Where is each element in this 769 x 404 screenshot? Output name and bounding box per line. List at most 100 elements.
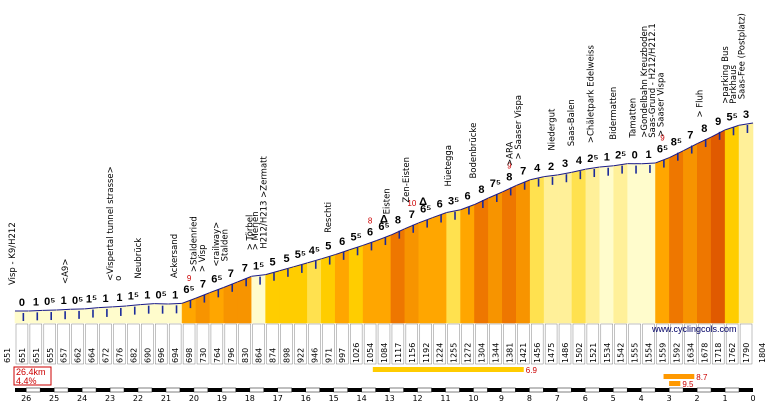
place-label: Hüetegga xyxy=(444,145,454,187)
profile-outline xyxy=(530,176,545,181)
baseline-cell xyxy=(489,323,502,365)
baseline-cell xyxy=(349,323,363,365)
place-label: >ARA xyxy=(506,141,516,165)
baseline-cell xyxy=(294,323,307,365)
altitude-label: 764 xyxy=(213,348,222,363)
profile-outline xyxy=(683,143,698,152)
altitude-label: 682 xyxy=(129,348,138,363)
altitude-label: 651 xyxy=(18,348,27,363)
place-label: Saas-Grund - H212/H212.1 xyxy=(648,23,658,138)
profile-outline xyxy=(140,303,155,306)
altitude-label: 1502 xyxy=(575,343,584,363)
altitude-labels: 651 651 655 657 662 664 672 676 682 690 696 694 698 7… xyxy=(3,343,767,363)
altitude-label: 694 xyxy=(171,348,180,363)
gradient-label: 1⁵ xyxy=(86,294,97,306)
baseline-cell xyxy=(391,323,405,365)
altitude-label: 1678 xyxy=(700,343,709,363)
km-tick-label: 23 xyxy=(105,394,115,403)
baseline-cell xyxy=(29,323,43,365)
profile-outline xyxy=(293,262,308,268)
place-label: > Saaser Vispa xyxy=(514,95,524,160)
steep-bar xyxy=(372,367,524,372)
altitude-label: 1224 xyxy=(436,343,445,363)
gradient-label: 1 xyxy=(646,149,652,161)
axis-stripe xyxy=(612,387,628,393)
altitude-label: 997 xyxy=(338,348,347,363)
altitude-label: 1790 xyxy=(742,343,751,363)
profile-outline xyxy=(28,309,43,312)
profile-segment xyxy=(697,136,712,324)
profile-segment xyxy=(28,310,44,324)
gradient-label: 1⁵ xyxy=(128,291,139,303)
altitude-label: 1554 xyxy=(645,343,654,363)
profile-segment xyxy=(376,234,392,324)
gradient-label: 6⁵ xyxy=(378,221,389,233)
profile-segment xyxy=(98,306,113,324)
gradient-max-label: 9 xyxy=(507,161,512,170)
profile-segment xyxy=(613,163,628,324)
axis-stripe xyxy=(81,387,97,393)
gradient-label: 1 xyxy=(116,292,122,304)
pass-markers: ΔΔ xyxy=(380,196,427,226)
baseline-cell xyxy=(71,323,84,365)
axis-stripe xyxy=(193,387,209,393)
profile-segment xyxy=(167,303,183,324)
km-tick-label: 0 xyxy=(750,394,755,403)
gradient-label: 6 xyxy=(339,236,345,248)
altitude-label: 1156 xyxy=(408,343,417,363)
profile-outline xyxy=(126,304,141,307)
gradient-label: 0 xyxy=(632,150,638,162)
baseline-cell xyxy=(127,323,140,365)
axis-stripe xyxy=(53,387,69,393)
gradient-label: 1⁵ xyxy=(253,261,264,273)
baseline-cell xyxy=(322,323,335,365)
profile-outline xyxy=(349,244,364,251)
place-label: Bidermatten xyxy=(609,87,619,140)
altitude-label: 676 xyxy=(115,348,124,363)
profile-segment xyxy=(223,281,239,324)
altitude-label: 1456 xyxy=(533,343,542,363)
place-labels: Visp - K9/H212 <A9> <Vispertal tunnel stra… xyxy=(8,13,748,285)
baseline-cell xyxy=(642,323,655,365)
baseline-cell xyxy=(558,323,572,365)
profile-segment xyxy=(348,244,364,324)
km-tick-label: 8 xyxy=(527,394,532,403)
profile-outline xyxy=(655,157,670,164)
profile-outline xyxy=(181,297,197,304)
profile-segment xyxy=(293,262,308,324)
pass-marker: Δ xyxy=(380,213,388,225)
place-label: > Törbel xyxy=(246,215,256,251)
altitude-label: 1255 xyxy=(450,343,459,363)
axis-stripe xyxy=(557,387,572,393)
steep-bar-label: 8.7 xyxy=(696,373,708,382)
gradient-label: 6⁵ xyxy=(183,284,194,296)
gradient-label: 6 xyxy=(464,191,470,203)
gradient-label: 7 xyxy=(409,209,415,221)
altitude-label: 1054 xyxy=(366,343,375,363)
altitude-label: 1084 xyxy=(380,343,389,363)
altitude-label: 655 xyxy=(46,348,55,363)
gradient-label: 3 xyxy=(562,158,568,170)
profile-segment xyxy=(279,266,294,324)
gradient-label: 8 xyxy=(506,171,512,183)
km-tick-label: 25 xyxy=(49,394,59,403)
profile-segment xyxy=(209,286,225,324)
profile-outline xyxy=(599,165,614,168)
profile-segment xyxy=(390,228,406,324)
baseline-cell xyxy=(196,323,210,365)
baseline-cell xyxy=(503,323,516,365)
profile-outline xyxy=(516,179,531,186)
site-credit: www.cyclingcols.com xyxy=(651,324,737,334)
km-tick-label: 14 xyxy=(357,394,367,403)
profile-segment xyxy=(112,305,127,324)
axis-stripe xyxy=(277,387,293,393)
profile-outline xyxy=(390,228,406,236)
gradient-label: 5⁵ xyxy=(726,111,737,123)
altitude-label: 830 xyxy=(241,348,250,363)
profile-outline xyxy=(223,281,238,288)
km-tick-label: 13 xyxy=(384,394,394,403)
km-axis: 26 25 24 23 22 21 20 19 18 17 16 15 14 13 12 11 10 9 8 7 6 5 4… xyxy=(15,387,756,403)
profile-outline xyxy=(613,163,628,167)
gradient-max-label: 9 xyxy=(187,274,192,283)
profile-outline xyxy=(168,302,183,305)
